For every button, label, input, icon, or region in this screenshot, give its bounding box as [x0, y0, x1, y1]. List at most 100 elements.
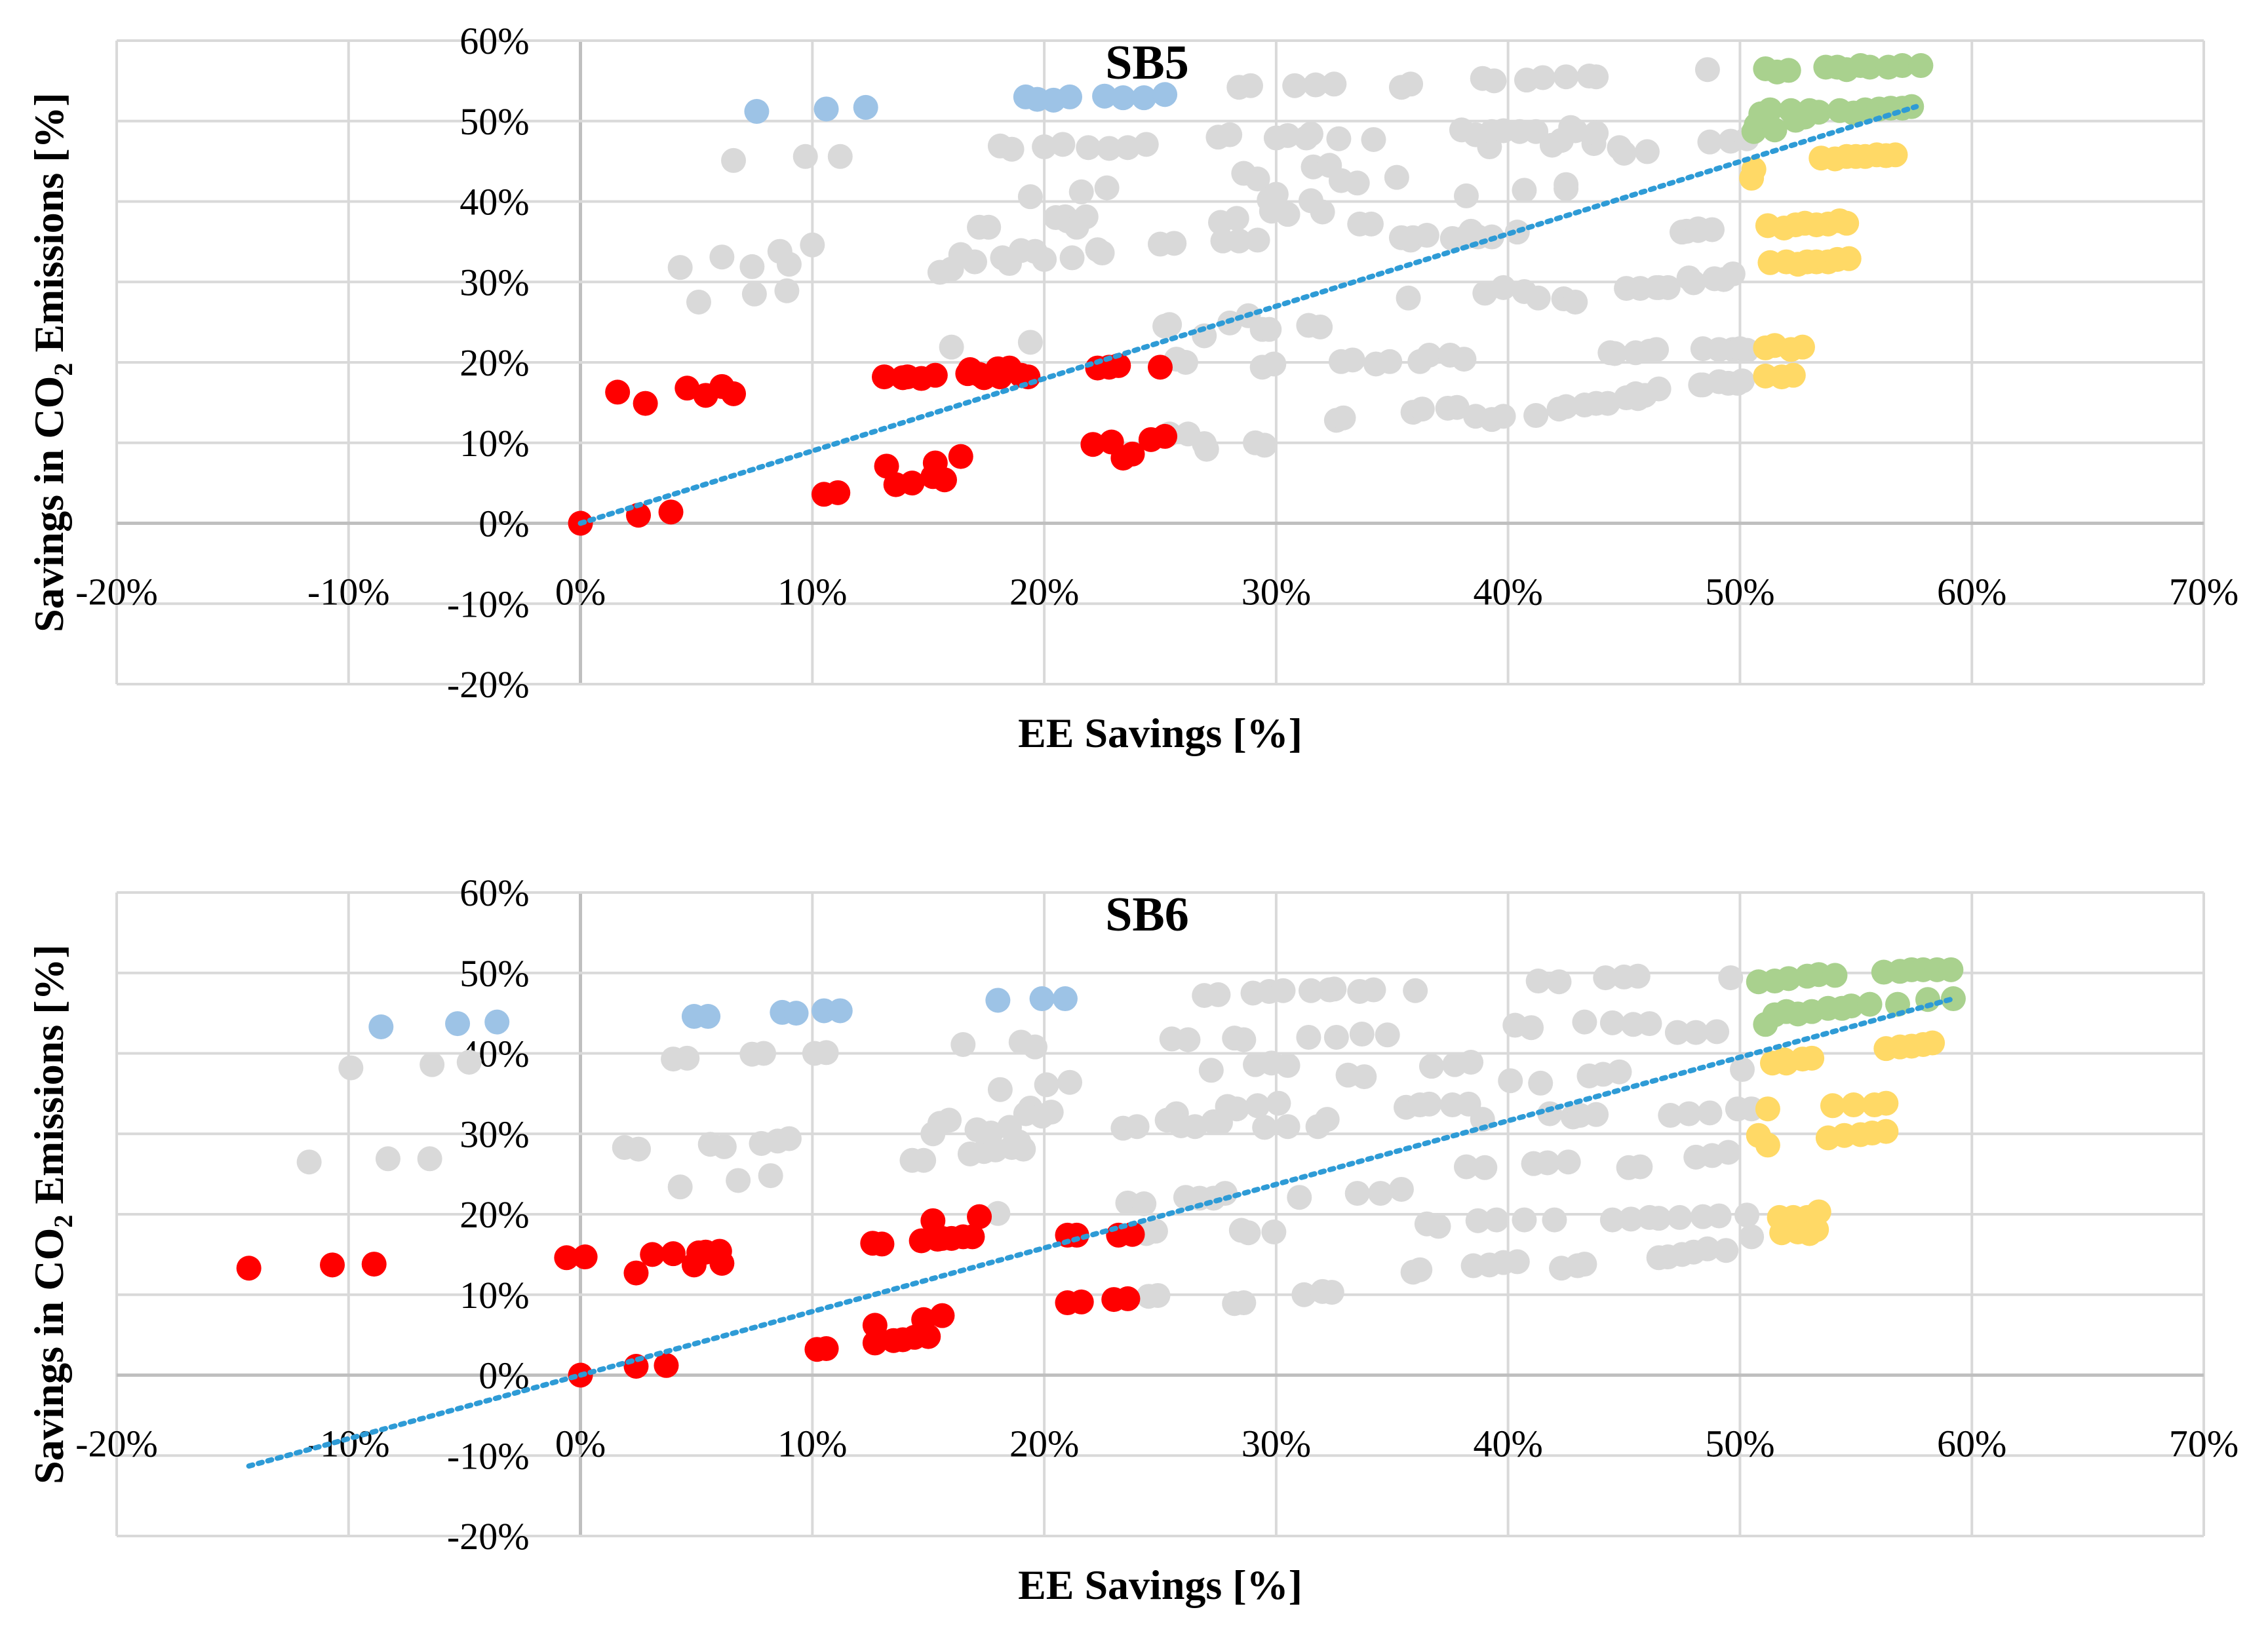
chart-0-point [1396, 285, 1421, 311]
chart-0-point [1245, 227, 1270, 253]
chart-1-point [1236, 1220, 1261, 1246]
chart-1-point [1822, 963, 1848, 988]
chart-1-point [916, 1324, 941, 1349]
chart-1-point [869, 1231, 895, 1257]
chart-0-point [658, 499, 684, 525]
chart-0-x-tick-label: 60% [1937, 571, 2006, 613]
chart-1-point [1275, 1114, 1300, 1140]
chart-0-point [1611, 140, 1637, 166]
chart-1-point [368, 1014, 394, 1039]
chart-1-x-tick-label: 70% [2169, 1423, 2239, 1465]
chart-0-point [1238, 73, 1263, 98]
chart-1-point [1319, 1280, 1344, 1305]
chart-0-series-3 [1739, 142, 1908, 390]
chart-0-x-tick-label: 70% [2169, 571, 2239, 613]
chart-0-point [776, 252, 802, 277]
chart-0-point [1451, 347, 1477, 372]
chart-0-point [872, 364, 897, 390]
chart-0-point [1481, 68, 1507, 94]
chart-1-series-0 [296, 963, 1765, 1316]
chart-1-point [572, 1244, 598, 1270]
chart-0-point [774, 278, 800, 303]
chart-1-point [726, 1168, 751, 1193]
chart-1-point [1270, 978, 1296, 1003]
chart-1-point [1706, 1203, 1732, 1229]
chart-0-point [1089, 240, 1115, 266]
chart-0-point [1697, 129, 1723, 155]
chart-1-x-tick-label: 60% [1937, 1423, 2006, 1465]
chart-0-point [1092, 83, 1118, 109]
chart-1-point [1298, 978, 1323, 1003]
chart-1-point [813, 1335, 839, 1361]
chart-0-point [1417, 342, 1442, 368]
chart-1-point [929, 1303, 955, 1328]
chart-0-point [1491, 404, 1516, 429]
chart-1-point [1057, 1069, 1083, 1095]
chart-1-y-tick-label: 20% [459, 1193, 529, 1236]
chart-1-point [1739, 1224, 1765, 1250]
chart-0-point [1120, 441, 1145, 467]
chart-0-point [1245, 166, 1270, 192]
chart-0-title: SB5 [1105, 36, 1189, 90]
chart-0-point [667, 255, 693, 280]
chart-1-point [758, 1163, 783, 1189]
chart-0-point [1032, 134, 1057, 160]
chart-1-point [1599, 1010, 1625, 1035]
chart-1-series-1 [368, 986, 1078, 1039]
chart-0-point [1133, 132, 1159, 157]
chart-1-point [1231, 1027, 1257, 1052]
chart-1-point [1713, 1238, 1739, 1263]
chart-1-point [1344, 1181, 1370, 1206]
chart-0-point [1115, 135, 1141, 161]
chart-0-point [948, 444, 973, 469]
chart-0-point [1398, 71, 1424, 97]
chart-0-point [1340, 347, 1365, 373]
chart-0-point [1050, 132, 1076, 157]
chart-1-point [1607, 1059, 1632, 1085]
chart-1-point [709, 1250, 735, 1276]
chart-0-point [1384, 164, 1409, 190]
chart-1-y-tick-label: -10% [447, 1434, 530, 1477]
chart-1-point [1841, 1092, 1866, 1118]
chart-1-point [776, 1126, 802, 1151]
chart-1-point [1729, 1057, 1755, 1083]
chart-1-point [1321, 976, 1347, 1002]
chart-1-x-tick-label: 10% [777, 1423, 847, 1465]
chart-0-x-tick-label: 40% [1474, 571, 1543, 613]
chart-1-point [1022, 1034, 1047, 1060]
chart-1-point [1572, 1009, 1597, 1035]
chart-1-point [1920, 1030, 1945, 1056]
chart-1-point [1131, 1191, 1157, 1217]
chart-1-point [1839, 993, 1864, 1019]
chart-1-point [1498, 1068, 1523, 1094]
chart-0-point [1226, 228, 1252, 254]
chart-1-point [1546, 969, 1572, 995]
chart-1-point [1755, 1096, 1780, 1122]
chart-0-x-axis-label: EE Savings [%] [1018, 710, 1302, 756]
chart-0-point [1523, 119, 1549, 144]
chart-0-x-tick-label: 10% [777, 571, 847, 613]
chart-0-point [939, 334, 964, 360]
chart-0-point [1275, 202, 1300, 227]
chart-0-point [1194, 436, 1219, 462]
chart-0-point [931, 467, 957, 493]
chart-1-point [338, 1055, 364, 1081]
chart-0-point [1298, 121, 1323, 147]
chart-1-series-2 [236, 1204, 1145, 1388]
chart-0-point [1720, 261, 1746, 286]
chart-1-y-tick-label: 0% [479, 1354, 529, 1397]
chart-1-point [1519, 1015, 1544, 1041]
chart-0-y-tick-label: -20% [447, 663, 530, 706]
chart-0-point [813, 96, 839, 122]
chart-1-point [1115, 1286, 1141, 1311]
chart-1-point [1291, 1282, 1317, 1307]
chart-1-point [1231, 1290, 1257, 1316]
chart-0-point [922, 362, 948, 388]
chart-1-point [654, 1353, 679, 1378]
chart-1-point [1245, 1093, 1270, 1119]
chart-0-point [1131, 85, 1157, 111]
chart-1-x-tick-label: 50% [1705, 1423, 1774, 1465]
chart-0-point [1584, 64, 1609, 90]
chart-0-point [1073, 204, 1099, 229]
chart-1-point [1755, 1132, 1780, 1158]
